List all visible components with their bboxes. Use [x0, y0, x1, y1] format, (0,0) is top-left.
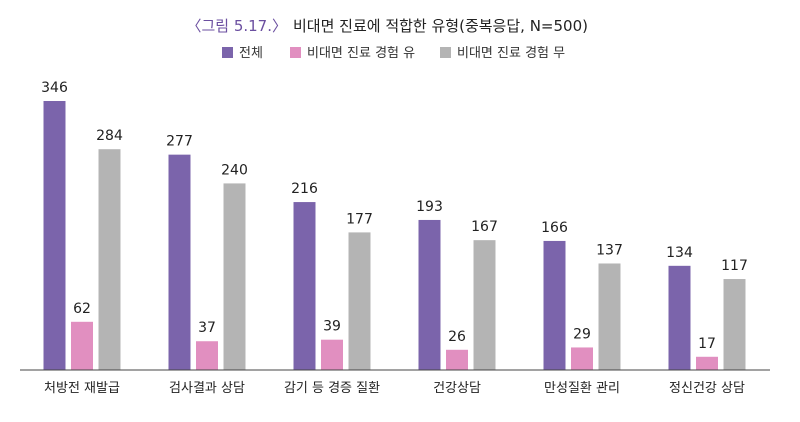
legend-swatch [290, 47, 301, 58]
bar [168, 154, 191, 370]
bar [446, 349, 468, 370]
x-tick-label: 정신건강 상담 [669, 381, 745, 396]
bar [98, 149, 121, 370]
bar [196, 341, 218, 370]
data-label: 39 [323, 319, 341, 335]
bar [321, 339, 343, 370]
bar [43, 101, 66, 370]
bar [571, 347, 593, 370]
bar [348, 232, 371, 370]
bar [473, 240, 496, 370]
data-label: 193 [416, 199, 443, 215]
x-tick-label: 만성질환 관리 [544, 381, 620, 396]
data-label: 62 [73, 301, 91, 317]
bar [293, 202, 316, 370]
data-label: 137 [596, 242, 623, 258]
legend: 전체 비대면 진료 경험 유 비대면 진료 경험 무 [222, 46, 565, 61]
data-label: 216 [291, 181, 318, 197]
chart-title-prefix: 〈그림 5.17.〉 [186, 17, 287, 35]
x-tick-label: 감기 등 경증 질환 [284, 381, 380, 396]
x-tick-label: 건강상담 [433, 381, 481, 396]
bar [668, 265, 691, 370]
data-label: 346 [41, 80, 68, 96]
bar [543, 240, 566, 370]
data-label: 277 [166, 134, 193, 150]
data-label: 26 [448, 329, 466, 345]
data-label: 177 [346, 211, 373, 227]
legend-label: 비대면 진료 경험 무 [457, 46, 565, 61]
bar [723, 279, 746, 370]
x-tick-label: 처방전 재발급 [44, 381, 120, 396]
data-label: 134 [666, 245, 693, 261]
legend-label: 비대면 진료 경험 유 [307, 46, 415, 61]
data-label: 166 [541, 220, 568, 236]
legend-label: 전체 [239, 46, 263, 61]
chart-title: 비대면 진료에 적합한 유형(중복응답, N=500) [293, 17, 588, 35]
legend-swatch [222, 47, 233, 58]
legend-swatch [440, 47, 451, 58]
bar [598, 263, 621, 370]
bar [696, 356, 718, 370]
data-label: 117 [721, 258, 748, 274]
data-label: 29 [573, 326, 591, 342]
data-label: 167 [471, 219, 498, 235]
data-label: 240 [221, 162, 248, 178]
bar [71, 321, 93, 370]
data-label: 284 [96, 128, 123, 144]
data-label: 37 [198, 320, 216, 336]
bar [418, 219, 441, 370]
bars: 346 62 284 처방전 재발급 277 37 240 검사결과 상담 216 39 177 감기… [41, 80, 748, 396]
bar [223, 183, 246, 370]
data-label: 17 [698, 336, 716, 352]
x-tick-label: 검사결과 상담 [169, 381, 245, 396]
